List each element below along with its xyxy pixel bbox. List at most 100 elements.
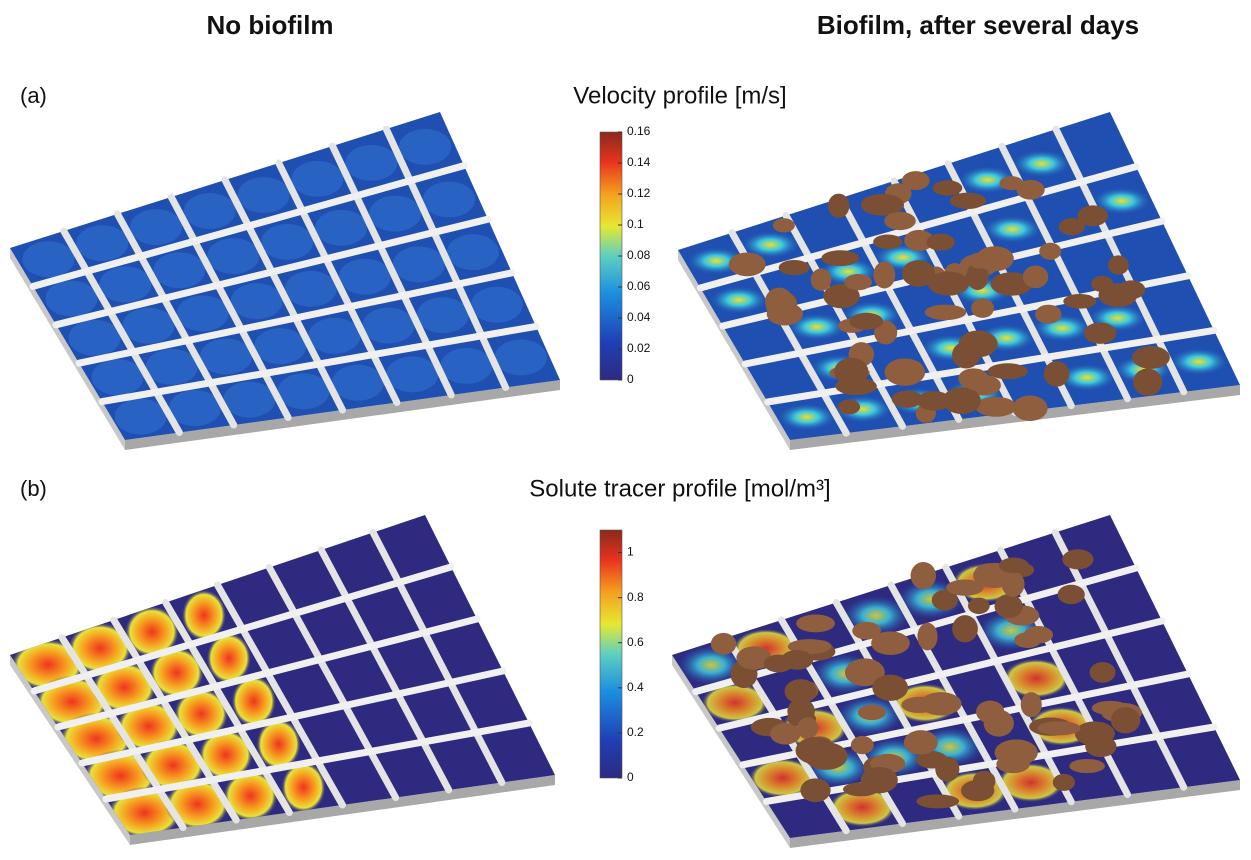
biofilm [926, 234, 954, 251]
flow-cell [254, 328, 306, 364]
flow-cell [76, 225, 128, 261]
flow-cell [441, 348, 493, 384]
flow-cell [130, 209, 182, 245]
colorbar-tick-label: 0 [627, 372, 634, 386]
flow-cell [153, 252, 205, 288]
biofilm [1111, 707, 1141, 733]
panel-label: (a) [20, 83, 47, 108]
biofilm [858, 705, 886, 720]
plate [678, 112, 1240, 450]
biofilm [933, 180, 963, 196]
flow-cell [308, 318, 360, 354]
biofilm [884, 212, 916, 230]
biofilm [1062, 549, 1093, 569]
flow-cell [386, 356, 438, 392]
flow-cell [315, 210, 367, 246]
biofilm [975, 397, 1016, 417]
biofilm [1108, 255, 1129, 274]
biofilm [1085, 736, 1116, 757]
flow-cell [92, 359, 144, 395]
biofilm [1069, 759, 1105, 773]
biofilm [1133, 368, 1162, 395]
biofilm [904, 730, 938, 755]
biofilm [1002, 571, 1025, 597]
biofilm [1014, 632, 1041, 648]
biofilm [852, 622, 881, 640]
biofilm [968, 598, 990, 614]
column-header: No biofilm [206, 10, 333, 40]
biofilm [796, 614, 835, 632]
column-header: Biofilm, after several days [817, 10, 1139, 40]
plate [10, 515, 555, 845]
biofilm [996, 755, 1029, 773]
biofilm [797, 717, 818, 739]
biofilm [804, 742, 847, 770]
colorbar-tick-label: 0.02 [627, 341, 651, 355]
colorbar-tick-label: 0.08 [627, 248, 651, 262]
panel-title: Velocity profile [m/s] [573, 82, 786, 109]
biofilm [935, 757, 959, 782]
flow-cell [278, 373, 330, 409]
biofilm [784, 679, 816, 704]
flow-cell [339, 259, 391, 295]
flow-cell [99, 266, 151, 302]
flow-cell [1169, 348, 1229, 376]
biofilm [928, 272, 969, 296]
biofilm [1090, 662, 1116, 683]
flow-cell [1012, 150, 1072, 178]
figure: No biofilm Biofilm, after several days (… [0, 0, 1251, 855]
biofilm [1039, 243, 1061, 260]
biofilm [1058, 585, 1085, 604]
biofilm [925, 305, 967, 320]
biofilm [781, 650, 813, 670]
biofilm [1021, 692, 1042, 717]
colorbar-tick-label: 0.06 [627, 279, 651, 293]
biofilm [828, 194, 849, 218]
biofilm [1037, 721, 1080, 735]
biofilm [1035, 305, 1061, 324]
biofilm [872, 675, 908, 701]
flow-cell [285, 271, 337, 307]
flow-cell [369, 196, 421, 232]
biofilm [1117, 280, 1145, 299]
colorbar-tick-label: 0.8 [627, 590, 644, 604]
biofilm [770, 723, 801, 745]
biofilm [911, 562, 936, 589]
flow-cell [69, 320, 121, 356]
flow-cell [207, 238, 259, 274]
flow-cell [982, 215, 1042, 243]
colorbar-tick-label: 0.04 [627, 310, 651, 324]
flow-cell [291, 161, 343, 197]
biofilm [999, 558, 1029, 574]
biofilm [729, 252, 766, 276]
flow-cell [709, 286, 769, 314]
flow-cell [471, 287, 523, 323]
colorbar-tick-label: 1 [627, 545, 634, 559]
biofilm [834, 358, 868, 386]
biofilm [1012, 395, 1047, 421]
biofilm [950, 193, 986, 209]
flow-cell [399, 129, 451, 165]
biofilm [968, 253, 990, 269]
biofilm [765, 288, 793, 316]
colorbar-tick-label: 0.4 [627, 680, 644, 694]
biofilm [1132, 346, 1170, 369]
biofilm [1016, 180, 1044, 200]
biofilm [873, 235, 902, 249]
colorbar [600, 530, 622, 778]
biofilm [821, 250, 859, 266]
biofilm [838, 399, 860, 414]
biofilm [849, 313, 883, 330]
biofilm [943, 387, 981, 414]
biofilm [1053, 774, 1075, 791]
biofilm [952, 615, 978, 642]
flow-cell [363, 307, 415, 343]
flow-cell [123, 308, 175, 344]
flow-cell [146, 349, 198, 385]
biofilm [1023, 265, 1049, 288]
colorbar-tick-label: 0.6 [627, 635, 644, 649]
biofilm [851, 736, 874, 754]
flow-cell [332, 365, 384, 401]
biofilm [917, 623, 937, 651]
flow-cell [495, 339, 547, 375]
